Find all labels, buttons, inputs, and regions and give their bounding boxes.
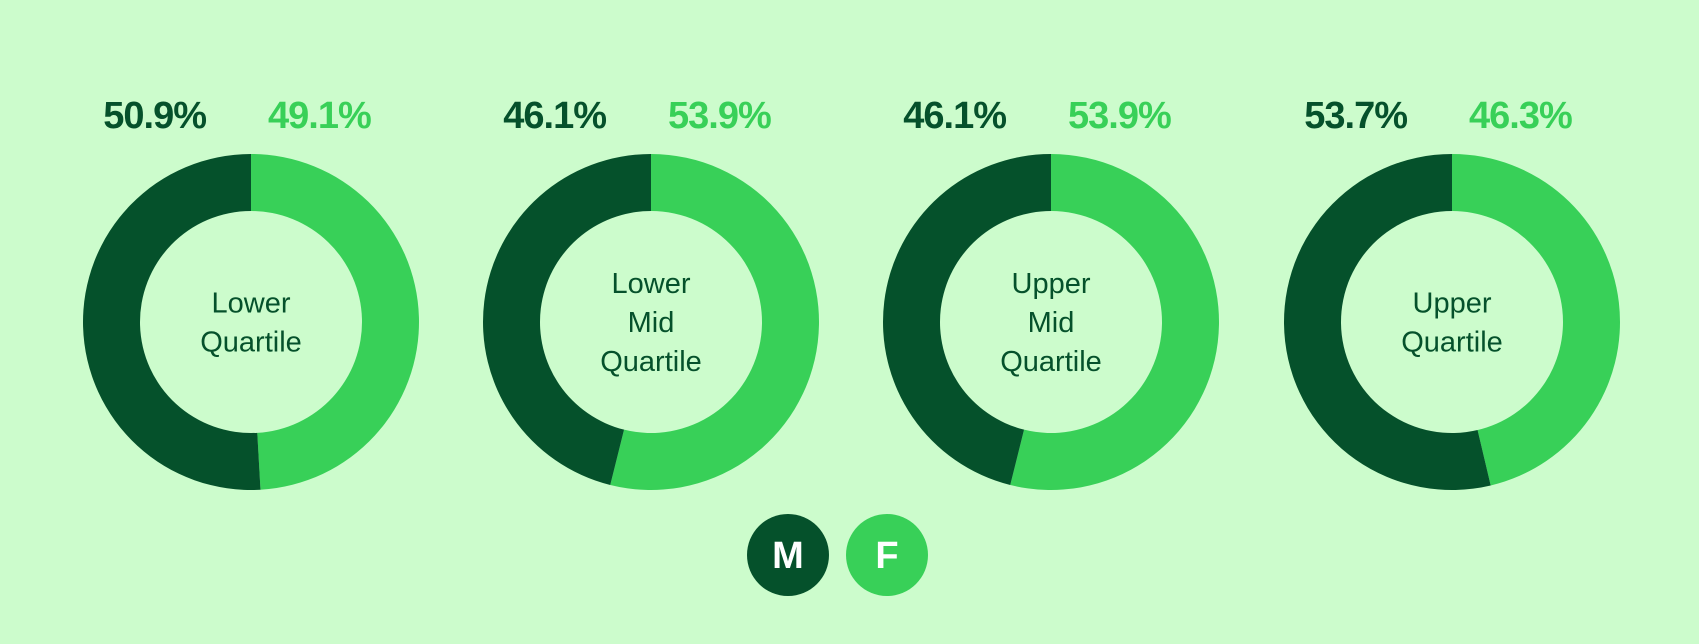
donut-title-line: Lower [612, 268, 691, 300]
donut-title-line: Quartile [200, 327, 302, 359]
donut-title-line: Quartile [1401, 327, 1503, 359]
value-label: 46.1% [503, 95, 606, 137]
donut-title: Upper Mid Quartile [1000, 268, 1102, 378]
donut-title-line: Upper [1413, 288, 1492, 320]
value-label: 53.9% [668, 95, 771, 137]
legend-swatch [747, 514, 829, 596]
donut-slice [483, 154, 651, 485]
legend-label: M [772, 535, 804, 577]
donut-slice [1010, 154, 1220, 490]
value-label: 46.3% [1469, 95, 1572, 137]
donut-title-line: Upper [1012, 268, 1091, 300]
donut-slice [1284, 154, 1491, 490]
donut-title-line: Mid [628, 307, 675, 339]
donut-title: Lower Quartile [200, 288, 302, 359]
donut-slice [82, 154, 261, 490]
donut-slice [251, 154, 419, 490]
value-label: 50.9% [103, 95, 206, 137]
donut-title: Lower Mid Quartile [600, 268, 702, 378]
value-label: 53.7% [1304, 95, 1407, 137]
donut-slice [883, 154, 1051, 485]
legend-label: F [875, 535, 898, 577]
donut-slice [1452, 154, 1621, 486]
value-label: 46.1% [903, 95, 1006, 137]
donut-title: Upper Quartile [1401, 288, 1503, 359]
donut-title-line: Lower [212, 288, 291, 320]
donut-title-line: Quartile [600, 346, 702, 378]
donut-slice [610, 154, 820, 490]
legend-swatch [846, 514, 928, 596]
donut-title-line: Mid [1028, 307, 1075, 339]
value-label: 49.1% [268, 95, 371, 137]
value-label: 53.9% [1068, 95, 1171, 137]
donut-title-line: Quartile [1000, 346, 1102, 378]
